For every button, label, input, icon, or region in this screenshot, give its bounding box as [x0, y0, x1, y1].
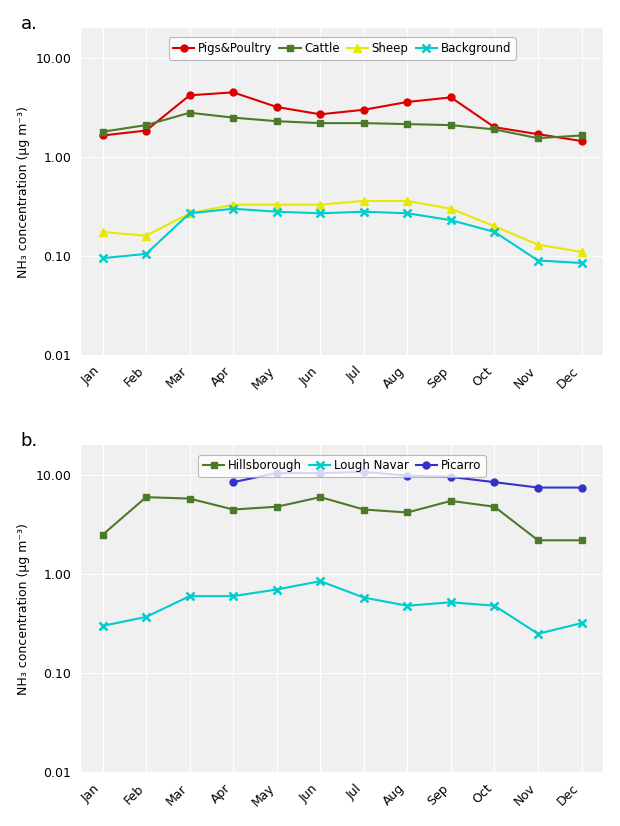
Sheep	[317, 200, 324, 210]
Pigs&Poultry	[404, 97, 411, 107]
Lough Navar	[317, 577, 324, 586]
Background	[229, 204, 237, 214]
Background	[99, 254, 106, 263]
Pigs&Poultry	[273, 102, 280, 112]
Sheep	[447, 204, 454, 214]
Picarro	[273, 468, 280, 478]
Background	[273, 206, 280, 216]
Picarro	[317, 468, 324, 478]
Cattle	[186, 107, 193, 117]
Cattle	[229, 112, 237, 122]
Hillsborough	[143, 492, 150, 502]
Cattle	[360, 118, 368, 128]
Lough Navar	[273, 585, 280, 595]
Background	[404, 208, 411, 218]
Background	[186, 208, 193, 218]
Sheep	[491, 221, 498, 231]
Sheep	[229, 200, 237, 210]
Pigs&Poultry	[534, 129, 542, 139]
Pigs&Poultry	[578, 136, 585, 146]
Hillsborough	[491, 501, 498, 511]
Picarro	[360, 467, 368, 477]
Cattle	[317, 118, 324, 128]
Hillsborough	[317, 492, 324, 502]
Picarro	[534, 482, 542, 492]
Hillsborough	[360, 505, 368, 515]
Y-axis label: NH₃ concentration (μg m⁻³): NH₃ concentration (μg m⁻³)	[17, 523, 30, 695]
Lough Navar	[99, 621, 106, 631]
Lough Navar	[360, 592, 368, 602]
Pigs&Poultry	[360, 105, 368, 115]
Legend: Hillsborough, Lough Navar, Picarro: Hillsborough, Lough Navar, Picarro	[198, 454, 485, 477]
Line: Lough Navar: Lough Navar	[99, 577, 586, 638]
Line: Cattle: Cattle	[99, 109, 585, 141]
Lough Navar	[143, 612, 150, 622]
Lough Navar	[534, 629, 542, 638]
Hillsborough	[229, 505, 237, 515]
Cattle	[143, 120, 150, 130]
Text: b.: b.	[20, 432, 38, 450]
Background	[360, 206, 368, 216]
Pigs&Poultry	[317, 109, 324, 119]
Hillsborough	[186, 494, 193, 504]
Pigs&Poultry	[491, 122, 498, 132]
Picarro	[447, 472, 454, 482]
Background	[534, 255, 542, 265]
Sheep	[534, 240, 542, 249]
Cattle	[578, 131, 585, 140]
Background	[578, 258, 585, 268]
Lough Navar	[186, 591, 193, 601]
Y-axis label: NH₃ concentration (μg m⁻³): NH₃ concentration (μg m⁻³)	[17, 106, 30, 278]
Lough Navar	[229, 591, 237, 601]
Lough Navar	[578, 618, 585, 628]
Sheep	[404, 196, 411, 206]
Cattle	[447, 120, 454, 130]
Cattle	[273, 116, 280, 126]
Background	[447, 216, 454, 225]
Lough Navar	[491, 601, 498, 610]
Pigs&Poultry	[99, 131, 106, 140]
Hillsborough	[404, 507, 411, 517]
Background	[317, 208, 324, 218]
Pigs&Poultry	[447, 93, 454, 102]
Hillsborough	[578, 535, 585, 545]
Pigs&Poultry	[229, 88, 237, 97]
Hillsborough	[273, 501, 280, 511]
Pigs&Poultry	[186, 90, 193, 100]
Cattle	[491, 125, 498, 135]
Hillsborough	[447, 496, 454, 506]
Picarro	[404, 471, 411, 481]
Background	[143, 249, 150, 259]
Lough Navar	[404, 601, 411, 610]
Hillsborough	[534, 535, 542, 545]
Line: Background: Background	[99, 205, 586, 267]
Line: Picarro: Picarro	[230, 468, 585, 491]
Picarro	[491, 477, 498, 487]
Picarro	[578, 482, 585, 492]
Cattle	[404, 119, 411, 129]
Sheep	[578, 247, 585, 257]
Text: a.: a.	[20, 15, 38, 33]
Line: Hillsborough: Hillsborough	[99, 494, 585, 544]
Cattle	[99, 126, 106, 136]
Sheep	[360, 196, 368, 206]
Lough Navar	[447, 597, 454, 607]
Cattle	[534, 133, 542, 143]
Sheep	[99, 227, 106, 237]
Sheep	[186, 208, 193, 218]
Line: Pigs&Poultry: Pigs&Poultry	[99, 89, 585, 145]
Picarro	[229, 477, 237, 487]
Line: Sheep: Sheep	[99, 197, 586, 256]
Background	[491, 227, 498, 237]
Sheep	[273, 200, 280, 210]
Legend: Pigs&Poultry, Cattle, Sheep, Background: Pigs&Poultry, Cattle, Sheep, Background	[169, 37, 516, 59]
Pigs&Poultry	[143, 126, 150, 135]
Sheep	[143, 230, 150, 240]
Hillsborough	[99, 529, 106, 539]
